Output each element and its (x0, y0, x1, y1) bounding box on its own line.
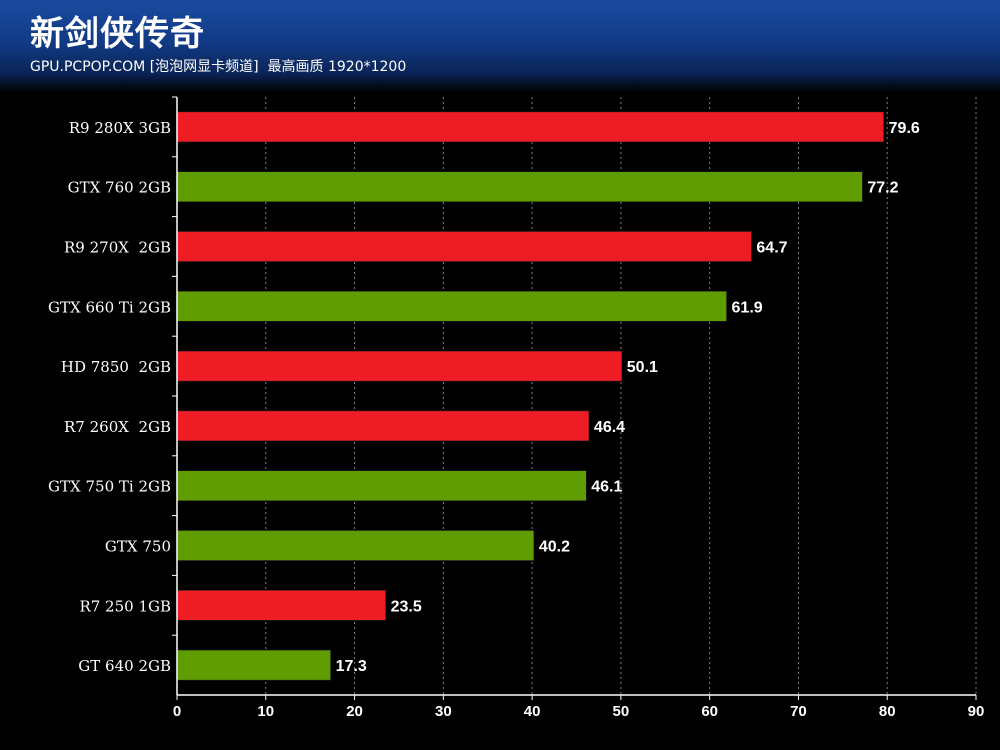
bar-5 (176, 410, 590, 442)
x-tick-label-9: 90 (968, 703, 985, 720)
value-label-6: 46.1 (591, 479, 622, 496)
x-tick-label-0: 0 (173, 703, 181, 720)
bar-8 (176, 590, 386, 621)
x-tick-label-8: 80 (879, 703, 896, 720)
x-tick-label-4: 40 (524, 703, 541, 720)
x-tick-label-7: 70 (790, 703, 807, 720)
category-label-6: GTX 750 Ti 2GB (48, 478, 171, 496)
value-label-2: 64.7 (756, 240, 787, 257)
category-label-4: HD 7850 2GB (61, 358, 171, 376)
value-label-8: 23.5 (391, 598, 422, 615)
bar-2 (176, 231, 752, 262)
chart-subtitle: GPU.PCPOP.COM [泡泡网显卡频道] 最高画质 1920*1200 (30, 59, 407, 75)
x-tick-label-2: 20 (346, 703, 363, 720)
value-label-5: 46.4 (594, 419, 625, 436)
bar-0 (176, 111, 884, 143)
value-label-4: 50.1 (627, 359, 658, 376)
category-label-3: GTX 660 Ti 2GB (48, 298, 171, 316)
bar-7 (176, 530, 535, 561)
bar-6 (176, 470, 587, 501)
value-label-0: 79.6 (889, 120, 920, 137)
x-tick-label-3: 30 (435, 703, 452, 720)
value-label-9: 17.3 (336, 658, 367, 675)
category-label-7: GTX 750 (105, 538, 171, 556)
category-label-8: R7 250 1GB (79, 597, 171, 615)
header-banner: 新剑侠传奇 GPU.PCPOP.COM [泡泡网显卡频道] 最高画质 1920*… (0, 0, 1000, 92)
value-label-7: 40.2 (539, 539, 570, 556)
category-label-0: R9 280X 3GB (69, 119, 171, 137)
category-label-2: R9 270X 2GB (64, 239, 171, 257)
bar-1 (176, 171, 863, 202)
x-tick-label-6: 60 (701, 703, 718, 720)
x-tick-label-1: 10 (257, 703, 274, 720)
category-label-1: GTX 760 2GB (68, 179, 171, 197)
bar-3 (176, 291, 727, 322)
category-label-9: GT 640 2GB (78, 657, 171, 675)
category-label-5: R7 260X 2GB (64, 418, 171, 436)
bar-4 (176, 350, 623, 382)
x-tick-label-5: 50 (613, 703, 630, 720)
chart-title: 新剑侠传奇 (30, 14, 205, 54)
bar-9 (176, 649, 331, 681)
value-label-3: 61.9 (732, 299, 763, 316)
value-label-1: 77.2 (867, 180, 898, 197)
